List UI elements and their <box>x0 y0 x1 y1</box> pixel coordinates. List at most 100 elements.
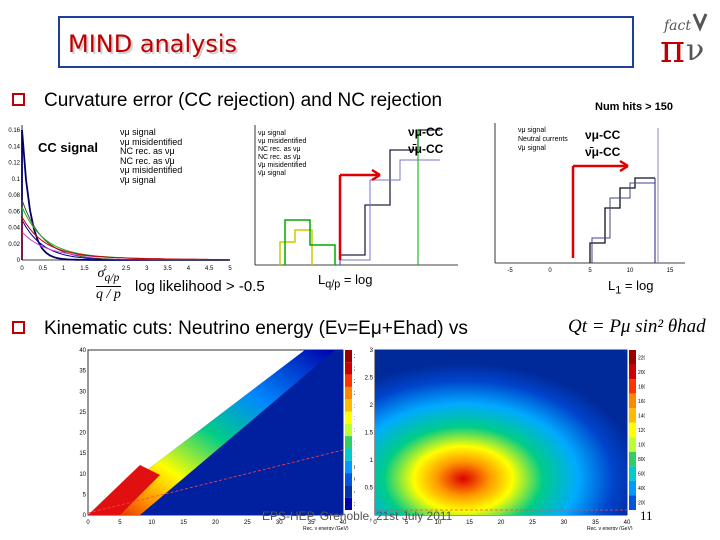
x-axis-label: Rec. ν energy (GeV) <box>587 526 633 530</box>
colorbar-segment <box>345 374 352 387</box>
bullet-marker-2 <box>12 321 25 334</box>
y-tick-label: 35 <box>79 369 86 375</box>
likelihood-curve <box>21 215 230 261</box>
x-tick-label: 15 <box>180 520 187 526</box>
colorbar-segment <box>629 437 636 452</box>
y-tick-label: 2 <box>370 403 374 409</box>
colorbar-segment <box>629 379 636 394</box>
colorbar-segment <box>345 411 352 424</box>
svg-text:fact: fact <box>663 18 691 34</box>
numu-cc-label-2: νμ-CC <box>585 128 621 142</box>
colorbar-segment <box>345 423 352 437</box>
x-tick-label: 35 <box>308 520 315 526</box>
y-tick-label: 0.06 <box>8 209 20 215</box>
x-tick-label: 3 <box>145 266 149 272</box>
plot1-legend: νμ signal νμ misidentified NC rec. as νμ… <box>120 127 183 185</box>
colorbar-segment <box>345 497 352 510</box>
y-tick-label: 25 <box>79 410 86 416</box>
legend-item: Neutral currents <box>518 136 568 143</box>
colorbar-segment <box>345 436 352 449</box>
colorbar-segment <box>345 473 352 486</box>
x-tick-label: 0 <box>373 520 377 526</box>
colorbar-segment <box>629 422 636 438</box>
x-tick-label: 20 <box>212 520 219 526</box>
colorbar-segment <box>629 364 636 380</box>
l1-plot: -5 0 5 10 15 <box>480 118 690 278</box>
colorbar-segment <box>629 480 636 496</box>
plot3-legend: νμ signal Neutral currents ν̄μ signal <box>518 126 568 153</box>
y-tick-label: 0.12 <box>8 161 20 167</box>
colorbar-segment <box>629 393 636 409</box>
numu-cc-label: νμ-CC <box>408 125 444 139</box>
x-axis-label: Rec. ν energy (GeV) <box>303 526 349 530</box>
x-tick-label: 3.5 <box>163 266 172 272</box>
lqp-plot <box>240 120 462 280</box>
legend-item: ν̄μ misidentified <box>258 162 307 169</box>
x-tick-label: 15 <box>466 520 473 526</box>
x-tick-label: 10 <box>148 520 155 526</box>
legend-item: νμ misidentified <box>258 138 307 145</box>
numubar-cc-label-2: ν̄μ-CC <box>585 145 621 159</box>
y-tick-label: 10 <box>79 472 86 478</box>
x-tick-label: 4 <box>187 266 191 272</box>
title-shadow: MIND analysis <box>70 32 240 60</box>
fact-logo-icon: fact π ν <box>660 13 708 66</box>
colorbar-segment <box>629 495 636 510</box>
x-tick-label: 2.5 <box>122 266 131 272</box>
x-tick-label: 25 <box>244 520 251 526</box>
loglik-formula: log likelihood > -0.5 <box>135 278 265 295</box>
x-tick-label: 10 <box>435 520 442 526</box>
colorbar-label: 2200 <box>638 355 645 361</box>
x-tick-label: 0 <box>86 520 90 526</box>
y-tick-label: 0.16 <box>8 128 20 134</box>
colorbar-segment <box>629 350 636 365</box>
y-tick-label: 0.14 <box>8 144 20 150</box>
x-tick-label: 2 <box>104 266 108 272</box>
legend-item: ν̄μ signal <box>120 174 156 185</box>
title-frame <box>58 16 634 68</box>
bullet-marker-1 <box>12 93 25 106</box>
colorbar-segment <box>629 408 636 423</box>
legend-item: ν̄μ signal <box>258 170 286 177</box>
bullet-text-2: Kinematic cuts: Neutrino energy (Eν=Eμ+E… <box>44 318 468 339</box>
x-tick-label: 0 <box>20 266 24 272</box>
legend-item: νμ misidentified <box>120 136 183 147</box>
y-tick-label: 1.5 <box>365 431 374 437</box>
x-tick-label: 30 <box>561 520 568 526</box>
colorbar-segment <box>345 485 352 498</box>
y-tick-label: 15 <box>79 451 86 457</box>
x-tick-label: -5 <box>507 268 513 274</box>
svg-text:π: π <box>660 27 685 66</box>
page-title: MIND analysis <box>68 30 238 58</box>
colorbar-label: 1200 <box>638 428 645 434</box>
x-tick-label: 40 <box>624 520 631 526</box>
lqp-formula: Lq/p = log <box>318 272 373 291</box>
colorbar-segment <box>629 451 636 467</box>
y-tick-label: 0.08 <box>8 193 20 199</box>
numubar-cc-label: ν̄μ-CC <box>408 142 444 156</box>
l1-formula: L1 = log <box>608 278 654 297</box>
num-hits-label: Num hits > 150 <box>595 101 673 113</box>
legend-item: NC rec. as νμ <box>120 146 175 156</box>
x-tick-label: 5 <box>228 266 232 272</box>
x-tick-label: 5 <box>588 268 592 274</box>
legend-item: ν̄μ signal <box>518 145 546 152</box>
x-tick-label: 20 <box>498 520 505 526</box>
colorbar-segment <box>345 399 352 412</box>
y-tick-label: 3 <box>370 348 374 354</box>
y-tick-label: 0 <box>83 513 87 519</box>
legend-item: NC rec. as ν̄μ <box>258 154 301 161</box>
legend-item: νμ signal <box>258 130 286 137</box>
colorbar-segment <box>629 466 636 481</box>
y-tick-label: 0.5 <box>365 486 374 492</box>
page-number: 11 <box>640 508 653 523</box>
cc-signal-label: CC signal <box>38 140 98 155</box>
x-tick-label: 1 <box>62 266 66 272</box>
colorbar-label: 1400 <box>638 413 645 419</box>
x-tick-label: 0.5 <box>39 266 48 272</box>
plot2-legend: νμ signal νμ misidentified NC rec. as νμ… <box>258 130 306 178</box>
svg-text:ν: ν <box>686 33 704 66</box>
colorbar-label: 400 <box>638 486 645 492</box>
y-tick-label: 0.04 <box>8 226 20 232</box>
